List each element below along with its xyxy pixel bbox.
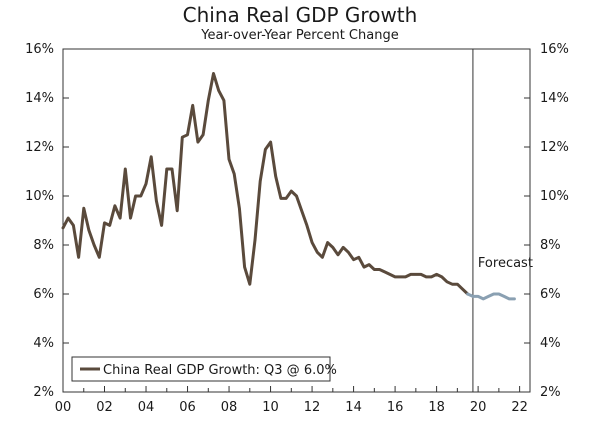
y-tick-label-left: 14%	[25, 91, 54, 106]
x-tick-label: 02	[96, 400, 113, 415]
y-axis-left: 2% 4% 6% 8% 10% 12% 14% 16%	[25, 42, 69, 400]
x-tick-label: 20	[470, 400, 487, 415]
legend-box	[71, 356, 331, 382]
y-tick-label-right: 4%	[540, 336, 561, 351]
chart-title: China Real GDP Growth	[183, 3, 418, 27]
plot-area	[62, 48, 531, 393]
x-tick-label: 14	[345, 400, 362, 415]
y-tick-label-right: 12%	[540, 140, 569, 155]
y-tick-label-left: 4%	[33, 336, 54, 351]
series-line-gdp-growth	[61, 72, 470, 296]
y-tick-label-right: 14%	[540, 91, 569, 106]
x-tick-label: 10	[262, 400, 279, 415]
y-tick-label-right: 16%	[540, 42, 569, 57]
x-axis: 00 02 04 06 08 10 12 14 16 18 20 22	[55, 386, 528, 415]
y-tick-label-left: 10%	[25, 189, 54, 204]
forecast-annotation: Forecast	[478, 256, 533, 271]
series-line-forecast	[466, 292, 516, 301]
y-tick-label-right: 8%	[540, 238, 561, 253]
x-tick-label: 16	[387, 400, 404, 415]
y-tick-label-left: 2%	[33, 385, 54, 400]
legend-label: China Real GDP Growth: Q3 @ 6.0%	[103, 363, 337, 378]
x-tick-label: 00	[55, 400, 72, 415]
x-tick-label: 04	[138, 400, 155, 415]
legend: China Real GDP Growth: Q3 @ 6.0%	[71, 356, 337, 382]
chart-subtitle: Year-over-Year Percent Change	[200, 28, 398, 43]
x-tick-label: 22	[511, 400, 528, 415]
y-tick-label-left: 12%	[25, 140, 54, 155]
y-tick-label-left: 6%	[33, 287, 54, 302]
x-tick-label: 12	[304, 400, 321, 415]
x-tick-label: 06	[179, 400, 196, 415]
y-tick-label-left: 8%	[33, 238, 54, 253]
y-axis-right: 2% 4% 6% 8% 10% 12% 14% 16%	[524, 42, 569, 400]
y-tick-label-left: 16%	[25, 42, 54, 57]
y-tick-label-right: 10%	[540, 189, 569, 204]
x-tick-label: 18	[428, 400, 445, 415]
y-tick-label-right: 2%	[540, 385, 561, 400]
y-tick-label-right: 6%	[540, 287, 561, 302]
x-tick-label: 08	[221, 400, 238, 415]
series-group	[61, 72, 516, 301]
